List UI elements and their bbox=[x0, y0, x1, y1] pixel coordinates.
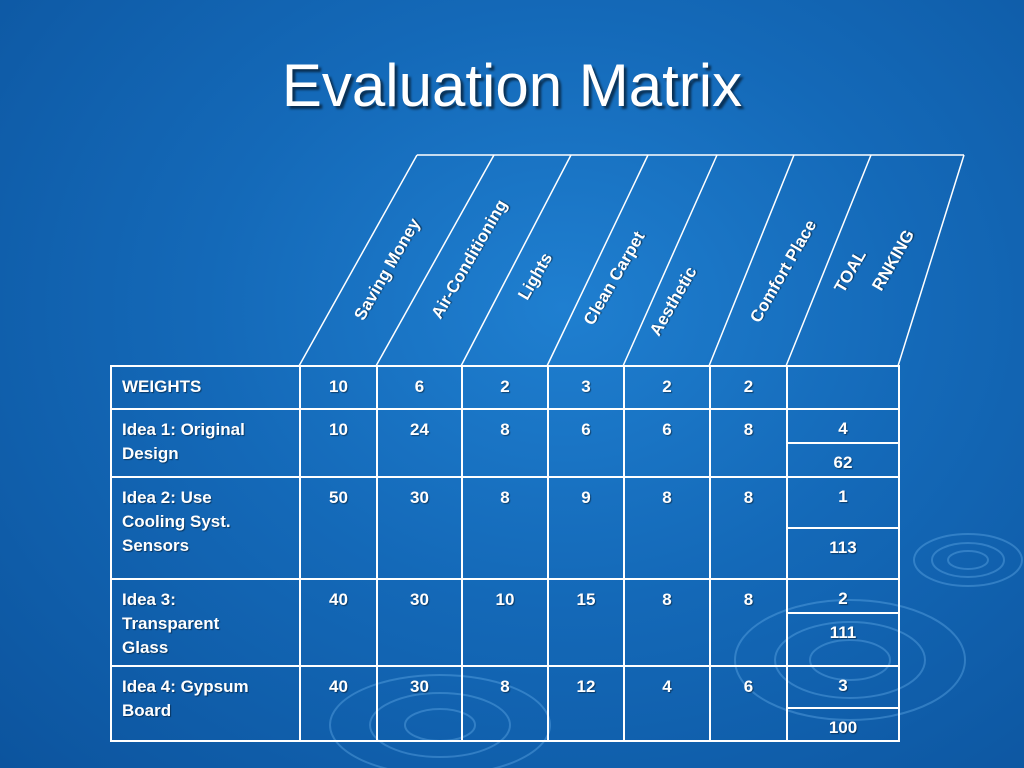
row-label: Idea 1: Original Design bbox=[110, 408, 301, 478]
column-header-band: Saving Money Air-Conditioning Lights Cle… bbox=[298, 154, 965, 367]
idea-row: Idea 4: Gypsum Board 40 30 8 12 4 6 3 bbox=[110, 665, 900, 742]
idea-row: Idea 2: Use Cooling Syst. Sensors 50 30 8 … bbox=[110, 476, 900, 580]
score-cell: 6 bbox=[709, 665, 788, 742]
row-label-line: Idea 3: bbox=[122, 590, 176, 609]
weight-cell: 2 bbox=[623, 365, 711, 410]
row-label: WEIGHTS bbox=[110, 365, 301, 410]
score-cell: 40 bbox=[299, 665, 378, 742]
evaluation-matrix-table: WEIGHTS 10 6 2 3 2 2 Idea 1: Original Des… bbox=[110, 365, 900, 742]
row-label-line: Transparent bbox=[122, 614, 220, 633]
column-header-clean-carpet: Clean Carpet bbox=[580, 228, 649, 329]
header-divider bbox=[375, 154, 495, 367]
total-cell: 62 bbox=[786, 442, 900, 478]
row-label-line: Board bbox=[122, 701, 172, 720]
score-cell: 30 bbox=[376, 665, 463, 742]
weight-cell: 2 bbox=[709, 365, 788, 410]
score-cell: 50 bbox=[299, 476, 378, 580]
score-cell: 8 bbox=[709, 476, 788, 580]
row-label-line: Idea 2: Use bbox=[122, 488, 212, 507]
row-label-line: Glass bbox=[122, 638, 169, 657]
row-label-line: Idea 1: Original bbox=[122, 420, 245, 439]
rank-cell: 2 bbox=[786, 578, 900, 614]
column-header-ranking: RNKING bbox=[868, 226, 918, 294]
score-cell: 15 bbox=[547, 578, 625, 667]
weight-cell: 2 bbox=[461, 365, 549, 410]
score-cell: 30 bbox=[376, 476, 463, 580]
header-divider bbox=[785, 154, 872, 367]
column-header-lights: Lights bbox=[514, 249, 556, 303]
idea-row: Idea 3: Transparent Glass 40 30 10 15 8 8 … bbox=[110, 578, 900, 667]
column-header-saving-money: Saving Money bbox=[350, 215, 424, 324]
weight-cell: 10 bbox=[299, 365, 378, 410]
idea-row-total: 100 bbox=[111, 707, 900, 742]
score-cell: 10 bbox=[299, 408, 378, 478]
score-cell: 4 bbox=[623, 665, 711, 742]
score-cell: 8 bbox=[623, 578, 711, 667]
row-label: Idea 3: Transparent Glass bbox=[110, 578, 301, 667]
row-label-line: Idea 4: Gypsum bbox=[122, 677, 249, 696]
rank-cell: 3 bbox=[786, 665, 900, 709]
score-cell: 8 bbox=[709, 578, 788, 667]
row-label-line: Sensors bbox=[122, 536, 190, 555]
weights-row: WEIGHTS 10 6 2 3 2 2 bbox=[110, 365, 900, 410]
column-header-air-conditioning: Air-Conditioning bbox=[427, 196, 510, 322]
row-label-line: Design bbox=[122, 444, 179, 463]
total-cell: 100 bbox=[786, 707, 900, 742]
score-cell: 8 bbox=[461, 476, 549, 580]
weight-cell-empty bbox=[786, 365, 900, 410]
total-cell: 113 bbox=[786, 527, 900, 580]
rank-cell: 4 bbox=[786, 408, 900, 444]
score-cell: 24 bbox=[376, 408, 463, 478]
header-divider bbox=[546, 154, 649, 367]
header-divider bbox=[897, 154, 965, 367]
score-cell: 6 bbox=[623, 408, 711, 478]
score-cell: 8 bbox=[623, 476, 711, 580]
score-cell: 8 bbox=[461, 408, 549, 478]
score-cell: 40 bbox=[299, 578, 378, 667]
column-header-aesthetic: Aesthetic bbox=[646, 263, 701, 339]
row-label: Idea 4: Gypsum Board bbox=[110, 665, 301, 742]
score-cell: 9 bbox=[547, 476, 625, 580]
score-cell: 10 bbox=[461, 578, 549, 667]
idea-row-total: 62 bbox=[111, 442, 900, 478]
score-cell: 30 bbox=[376, 578, 463, 667]
header-divider bbox=[622, 154, 718, 367]
column-header-total: TOAL bbox=[831, 247, 870, 296]
row-label-line: Cooling Syst. bbox=[122, 512, 231, 531]
row-label: Idea 2: Use Cooling Syst. Sensors bbox=[110, 476, 301, 580]
idea-row: Idea 1: Original Design 10 24 8 6 6 8 4 bbox=[110, 408, 900, 478]
header-divider bbox=[708, 154, 795, 367]
idea-row-total: 111 bbox=[111, 612, 900, 667]
slide-title: Evaluation Matrix bbox=[281, 52, 743, 119]
score-cell: 12 bbox=[547, 665, 625, 742]
weight-cell: 3 bbox=[547, 365, 625, 410]
score-cell: 8 bbox=[709, 408, 788, 478]
score-cell: 8 bbox=[461, 665, 549, 742]
rank-cell: 1 bbox=[786, 476, 900, 529]
header-divider bbox=[298, 154, 418, 367]
total-cell: 111 bbox=[786, 612, 900, 667]
weight-cell: 6 bbox=[376, 365, 463, 410]
score-cell: 6 bbox=[547, 408, 625, 478]
header-divider bbox=[460, 154, 572, 367]
idea-row-total: 113 bbox=[111, 527, 900, 580]
